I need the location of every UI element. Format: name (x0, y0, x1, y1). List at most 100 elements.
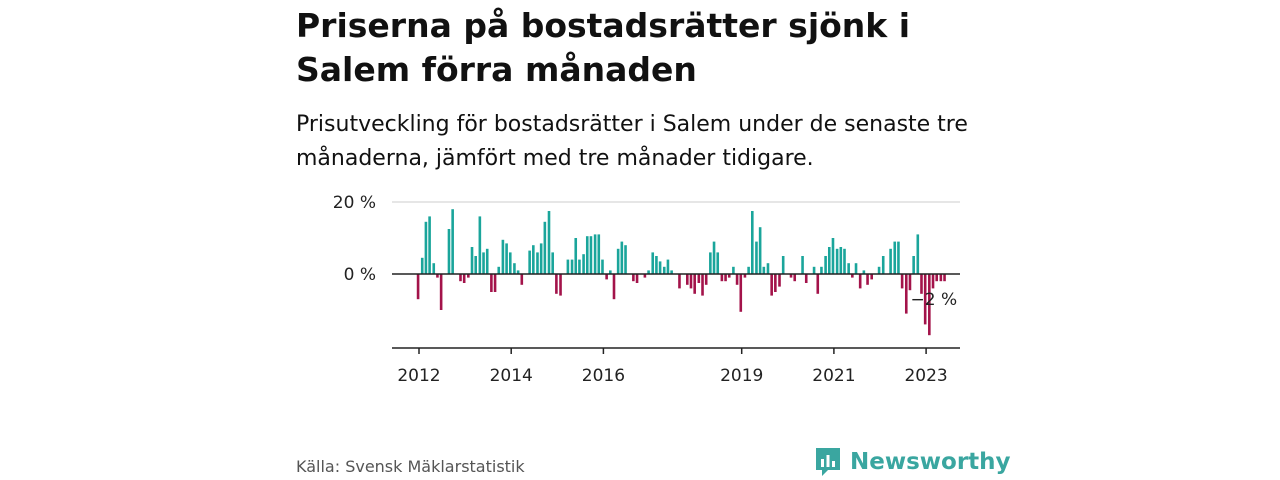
bar (789, 274, 793, 278)
bar (854, 263, 858, 274)
bar (439, 274, 443, 310)
bar (559, 274, 562, 296)
bar (877, 266, 881, 274)
bar (566, 259, 570, 274)
bar (578, 259, 581, 274)
y-tick-label: 20 % (333, 193, 376, 213)
bar (923, 274, 927, 325)
bar (467, 274, 470, 278)
bar (516, 270, 520, 274)
bar (916, 234, 920, 274)
bar (493, 274, 497, 292)
bar (447, 229, 451, 274)
bar (536, 252, 539, 274)
bar (897, 241, 900, 274)
x-tick-label: 2023 (904, 366, 947, 386)
bar (482, 252, 485, 274)
bar (770, 274, 773, 296)
bar (585, 236, 589, 274)
bar (701, 274, 704, 296)
bar (893, 241, 897, 274)
bar (804, 274, 808, 283)
bar (870, 274, 873, 280)
bar (459, 274, 462, 282)
bar (801, 256, 804, 274)
bar (609, 270, 612, 274)
bar (943, 274, 946, 282)
bar-chart: 20 % 0 % 2012 2014 2016 2019 2021 2023 −2 % (333, 193, 960, 386)
bar (693, 274, 696, 294)
bar (528, 250, 531, 274)
bar (720, 274, 724, 282)
bar (935, 274, 938, 282)
bar (570, 259, 574, 274)
bar (513, 263, 516, 274)
bar (908, 274, 912, 291)
bar (778, 274, 781, 287)
source-note: Källa: Svensk Mäklarstatistik (296, 457, 525, 476)
bar (501, 239, 505, 274)
x-tick-label: 2021 (812, 366, 855, 386)
bar (532, 245, 535, 274)
bar (520, 274, 524, 285)
bar (616, 248, 620, 274)
bar (697, 274, 701, 283)
bar (712, 241, 716, 274)
x-tick-label: 2014 (490, 366, 533, 386)
bar (862, 270, 866, 274)
bar (847, 263, 850, 274)
bar (589, 236, 593, 274)
bar (912, 256, 915, 274)
bar (451, 209, 454, 274)
bar (478, 216, 482, 274)
bar (416, 274, 420, 300)
bar (727, 274, 731, 278)
bar (816, 274, 820, 294)
bar (751, 211, 754, 274)
bar (593, 234, 597, 274)
brand-name: Newsworthy (850, 449, 1011, 475)
bar (635, 274, 639, 283)
bar (612, 274, 616, 300)
bar (824, 256, 827, 274)
bar (839, 247, 843, 274)
bar (835, 248, 839, 274)
bar (497, 266, 501, 274)
chart-title: Priserna på bostadsrätter sjönk i Salem … (296, 6, 911, 89)
bar (686, 274, 689, 285)
bar (651, 252, 655, 274)
bar (689, 274, 693, 289)
bar (743, 274, 747, 278)
bar (508, 252, 512, 274)
y-tick-label: 0 % (344, 265, 376, 285)
bar (420, 257, 424, 274)
bar (820, 266, 823, 274)
bar (666, 259, 670, 274)
newsworthy-logo-icon (816, 448, 840, 476)
bar (662, 266, 666, 274)
brand-logo: Newsworthy (814, 446, 1011, 478)
y-axis-labels: 20 % 0 % (333, 193, 376, 285)
bar (670, 270, 673, 274)
bar (762, 266, 766, 274)
bar (432, 263, 436, 274)
x-tick-label: 2012 (397, 366, 440, 386)
bar (931, 274, 935, 289)
bar (758, 227, 762, 274)
bar (505, 243, 508, 274)
bar (436, 274, 439, 278)
x-tick-label: 2019 (720, 366, 763, 386)
bar (678, 274, 681, 289)
bar (574, 238, 578, 274)
bar (485, 248, 489, 274)
bar (582, 254, 585, 274)
bar (462, 274, 466, 283)
bar (735, 274, 739, 285)
x-axis-ticks: 2012 2014 2016 2019 2021 2023 (397, 348, 948, 386)
bar (831, 238, 835, 274)
bar (781, 256, 785, 274)
x-tick-label: 2016 (582, 366, 625, 386)
bar (428, 216, 431, 274)
bar (732, 266, 735, 274)
bar (647, 270, 650, 274)
